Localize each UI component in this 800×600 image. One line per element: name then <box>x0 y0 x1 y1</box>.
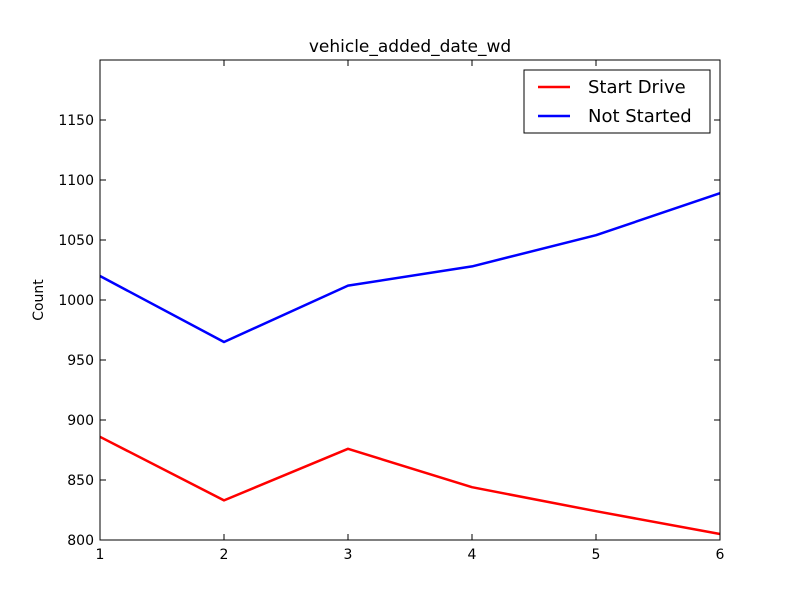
y-tick-label-1000: 1000 <box>58 293 94 309</box>
series-layer <box>99 192 721 536</box>
y-tick-label-1150: 1150 <box>58 113 94 129</box>
legend-label-not-started: Not Started <box>588 106 692 127</box>
y-tick-label-850: 850 <box>67 473 94 489</box>
series-line-not-started <box>99 192 721 344</box>
x-tick-label-2: 2 <box>220 547 229 563</box>
y-tick-label-1050: 1050 <box>58 233 94 249</box>
y-tick-label-1100: 1100 <box>58 173 94 189</box>
x-tick-label-3: 3 <box>344 547 353 563</box>
y-tick-label-900: 900 <box>67 413 94 429</box>
x-tick-label-4: 4 <box>468 547 477 563</box>
x-tick-label-1: 1 <box>96 547 105 563</box>
y-tick-label-800: 800 <box>67 533 94 549</box>
x-tick-label-6: 6 <box>716 547 725 563</box>
legend-label-start-drive: Start Drive <box>588 77 686 98</box>
ticks-layer: 1 2 3 4 5 6 800 850 900 950 1000 1050 1100 1150 <box>58 60 725 563</box>
chart-title: vehicle_added_date_wd <box>309 37 511 57</box>
legend-box <box>523 69 711 134</box>
plot-frame <box>99 59 721 541</box>
x-tick-label-5: 5 <box>592 547 601 563</box>
legend: Start Drive Not Started <box>523 69 711 134</box>
y-axis-label: Count <box>31 279 47 321</box>
y-tick-label-950: 950 <box>67 353 94 369</box>
series-line-start-drive <box>99 435 721 536</box>
